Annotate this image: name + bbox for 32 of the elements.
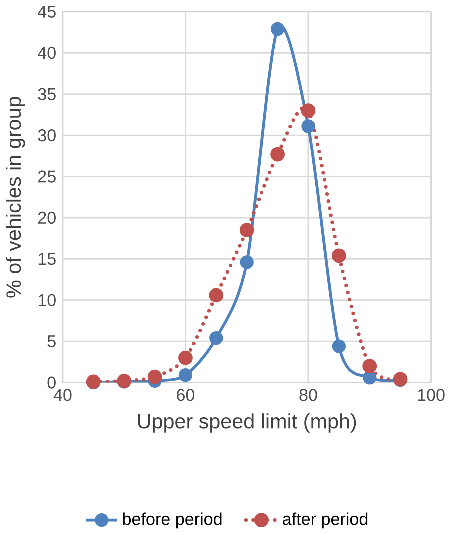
point [332, 340, 346, 354]
y-tick-label: 20 [38, 212, 56, 224]
y-tick-label: 5 [48, 336, 56, 348]
point [178, 350, 194, 366]
point [332, 248, 347, 264]
point [148, 370, 162, 384]
y-tick-label: 30 [38, 130, 56, 142]
point [362, 359, 378, 374]
y-tick-label: 45 [38, 6, 56, 18]
point [363, 371, 377, 385]
x-tick-label: 100 [418, 389, 446, 402]
point [302, 120, 316, 134]
y-tick-label: 40 [38, 47, 56, 60]
y-axis-title: % of vehicles in group [6, 97, 26, 298]
point [302, 104, 316, 118]
y-tick-label: 0 [48, 376, 56, 389]
point [240, 256, 254, 270]
x-tick-label: 60 [177, 389, 195, 402]
y-tick-label: 25 [38, 170, 56, 183]
point [210, 331, 224, 346]
y-tick-label: 15 [39, 253, 56, 266]
y-tick-label: 10 [39, 294, 56, 306]
point [240, 223, 255, 238]
legend-label: before period [124, 512, 222, 529]
legend-label: after period [283, 512, 368, 529]
point [271, 22, 285, 36]
y-tick-label: 35 [38, 88, 56, 100]
x-tick-label: 80 [300, 389, 318, 402]
point [209, 288, 224, 303]
point [270, 147, 286, 162]
point [179, 368, 193, 382]
x-axis-title: Upper speed limit (mph) [138, 414, 356, 433]
